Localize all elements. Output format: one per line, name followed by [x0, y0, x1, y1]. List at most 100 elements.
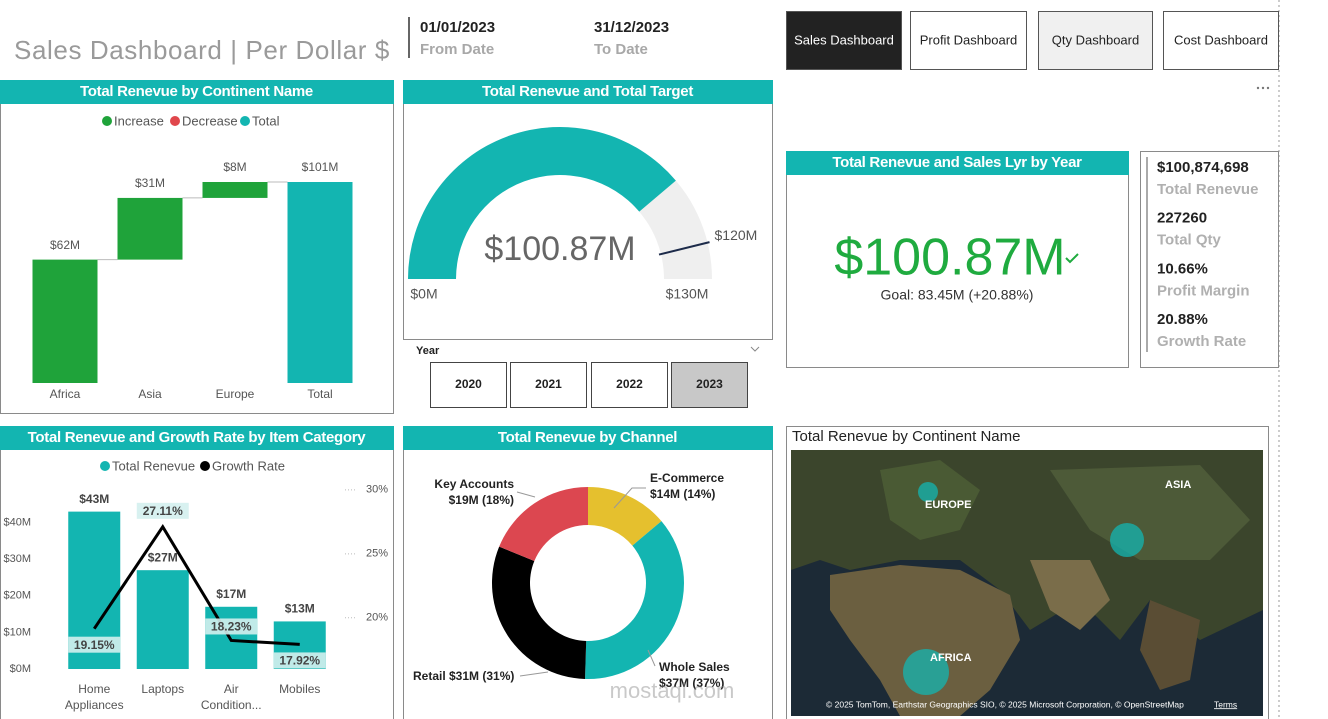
map-label: AFRICA — [930, 652, 972, 664]
gauge-target — [658, 241, 710, 256]
data-label: $27M — [148, 550, 178, 564]
gauge-value — [408, 127, 676, 280]
y-tick-label: $30M — [3, 553, 31, 565]
gauge-max-label: $130M — [666, 286, 709, 302]
map-land — [830, 565, 1020, 716]
data-label: $13M — [285, 602, 315, 616]
panel-title: Total Renevue by Channel — [498, 429, 677, 446]
legend-swatch — [102, 116, 112, 126]
slice-value: $37M (37%) — [659, 676, 724, 690]
nav-button-label: Cost Dashboard — [1174, 32, 1268, 47]
slicer-button-bg — [671, 362, 748, 408]
legend-label: Decrease — [182, 113, 238, 128]
data-label-bg — [136, 502, 189, 519]
x-tick-label: Africa — [50, 387, 81, 401]
bar — [117, 197, 183, 260]
nav-button-bg — [786, 11, 902, 70]
from-label: From Date — [420, 41, 494, 58]
slicer-button[interactable]: 2020 — [430, 362, 507, 408]
page-title: Sales Dashboard | Per Dollar $ — [14, 35, 390, 65]
y2-tick-label: 30% — [366, 484, 388, 496]
bar — [287, 182, 353, 383]
x-tick-label: Europe — [216, 387, 255, 401]
x-tick-label: Home Appliances — [64, 682, 124, 712]
x-tick-label: Laptops — [141, 682, 185, 696]
nav-button-label: Profit Dashboard — [920, 32, 1018, 47]
leader-line — [647, 649, 656, 667]
slicer-button[interactable]: 2022 — [591, 362, 668, 408]
card-label: Total Renevue — [1157, 181, 1258, 198]
more-options[interactable] — [1256, 86, 1270, 90]
donut-slice — [499, 487, 588, 562]
legend-label: Total Renevue — [112, 458, 195, 473]
slicer-button-label: 2021 — [535, 377, 562, 391]
to-date: 31/12/2023 — [594, 19, 669, 36]
legend-swatch — [200, 461, 210, 471]
legend-swatch — [240, 116, 250, 126]
map-attribution: © 2025 TomTom, Earthstar Geographics SIO… — [826, 699, 1184, 709]
card-label: Growth Rate — [1157, 333, 1246, 350]
data-label: $101M — [302, 160, 339, 174]
gauge-value-label: $100.87M — [484, 230, 635, 268]
kpi-value: $100.87M — [834, 229, 1065, 287]
slicer-button-label: 2023 — [696, 377, 723, 391]
kpi-goal: Goal: 83.45M (+20.88%) — [881, 287, 1034, 303]
nav-button-bg — [1038, 11, 1153, 70]
slice-value: $31M (31%) — [449, 669, 514, 683]
panel-header — [403, 80, 773, 104]
bar — [32, 259, 98, 383]
panel-title: Total Renevue and Total Target — [482, 83, 693, 100]
slicer-button[interactable]: 2023 — [671, 362, 748, 408]
data-label-bg — [273, 652, 326, 669]
from-date: 01/01/2023 — [420, 19, 495, 36]
bar — [202, 182, 268, 198]
legend-label: Increase — [114, 113, 164, 128]
nav-button-label: Qty Dashboard — [1052, 32, 1139, 47]
slicer-chevron — [750, 346, 760, 352]
legend-label: Total — [252, 113, 280, 128]
x-tick-label: Asia — [138, 387, 162, 401]
data-label-bg — [205, 618, 258, 635]
data-label: 27.11% — [143, 504, 183, 518]
slicer-button-label: 2020 — [455, 377, 482, 391]
panel-header — [0, 80, 394, 104]
nav-button[interactable]: Qty Dashboard — [1038, 11, 1153, 70]
map-label: EUROPE — [925, 499, 971, 511]
nav-button-bg — [910, 11, 1027, 70]
data-label: 17.92% — [279, 654, 320, 668]
slice-value: $14M (14%) — [650, 487, 715, 501]
nav-button[interactable]: Sales Dashboard — [786, 11, 902, 70]
panel-title: Total Renevue by Continent Name — [80, 83, 313, 100]
panel — [0, 426, 394, 719]
map-bubble — [1110, 523, 1144, 557]
data-label-bg — [68, 636, 121, 653]
donut-slice — [585, 521, 685, 679]
y-tick-label: $40M — [3, 517, 31, 529]
dot — [1256, 86, 1260, 90]
nav-button[interactable]: Profit Dashboard — [910, 11, 1027, 70]
slicer-button-bg — [591, 362, 668, 408]
slicer-button-bg — [510, 362, 587, 408]
y-tick-label: $20M — [3, 590, 31, 602]
slicer-label: Year — [416, 345, 440, 357]
bar — [136, 570, 189, 669]
panel-header — [403, 426, 773, 450]
panel-title: Total Renevue and Growth Rate by Item Ca… — [28, 429, 367, 446]
panel-header — [786, 151, 1129, 175]
donut-slice — [492, 546, 587, 679]
map-land — [1050, 465, 1250, 560]
slice-label: E-Commerce — [650, 471, 724, 485]
slice-label: Retail — [413, 669, 446, 683]
slicer-button-label: 2022 — [616, 377, 643, 391]
map-bubble — [903, 649, 949, 695]
nav-button[interactable]: Cost Dashboard — [1163, 11, 1279, 70]
slicer-button[interactable]: 2021 — [510, 362, 587, 408]
card-value: 10.66% — [1157, 260, 1208, 277]
line — [93, 524, 300, 646]
x-tick-label: Air Condition... — [200, 682, 262, 712]
leader-line — [516, 491, 536, 498]
panel-title: Total Renevue by Continent Name — [792, 428, 1020, 445]
map-terms: Terms — [1214, 699, 1237, 709]
data-label: 18.23% — [211, 620, 252, 634]
